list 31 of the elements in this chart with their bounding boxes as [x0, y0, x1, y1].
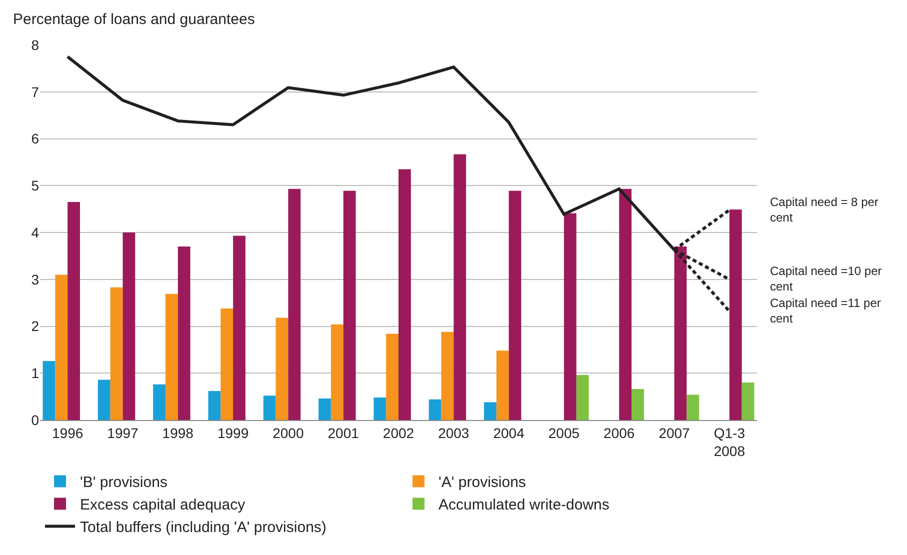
y-tick-label: 3 [31, 271, 40, 288]
x-tick-label: 1998 [162, 424, 194, 441]
y-axis-title: Percentage of loans and guarantees [13, 11, 255, 28]
y-tick-label: 2 [31, 318, 40, 334]
x-tick-label: 1997 [107, 424, 139, 441]
x-tick-label: 2007 [658, 424, 690, 441]
x-tick-label: 2001 [328, 424, 360, 441]
y-tick-label: 4 [31, 224, 40, 240]
legend-label: 'B' provisions [80, 474, 168, 492]
text: Capital need =10 per cent [770, 264, 882, 294]
y-tick-label: 5 [31, 178, 40, 194]
x-tick-label: 2002 [382, 424, 414, 441]
x-tick-label: 2004 [493, 424, 525, 441]
y-tick-label: 0 [31, 412, 40, 428]
y-tick-label: 1 [31, 365, 40, 382]
x-tick-label: 2005 [548, 424, 580, 441]
x-tick-label: 1996 [52, 424, 84, 441]
legend-label: 'A' provisions [438, 474, 526, 492]
legend-label: Total buffers (including 'A' provisions) [80, 519, 326, 536]
y-tick-label: 6 [31, 130, 40, 147]
y-tick-label: 7 [31, 84, 40, 100]
y-tick-label: 8 [31, 36, 40, 53]
x-tick-label: 2006 [604, 424, 635, 441]
x-tick-label: 2000 [272, 424, 304, 441]
text: Capital need =11 per cent [770, 296, 881, 326]
legend-label: Excess capital adequacy [80, 496, 246, 514]
x-tick-label: Q1-3 2008 [714, 424, 746, 459]
legend-label: Accumulated write-downs [438, 496, 610, 514]
x-tick-label: 1999 [217, 424, 249, 441]
text: Capital need = 8 per cent [770, 195, 878, 225]
x-tick-label: 2003 [438, 424, 470, 441]
